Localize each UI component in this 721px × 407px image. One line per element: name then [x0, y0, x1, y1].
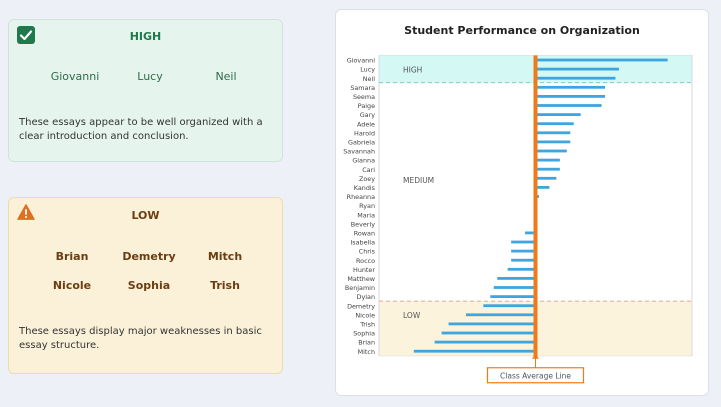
- bar: [483, 304, 536, 308]
- category-label: Adele: [357, 120, 375, 128]
- category-label: Chris: [359, 248, 376, 256]
- bar: [535, 67, 619, 71]
- check-icon: [17, 26, 35, 44]
- student-name: Trish: [210, 279, 240, 292]
- student-name: Mitch: [207, 250, 243, 263]
- student-name: Lucy: [137, 70, 163, 83]
- low-card-description: These essays display major weaknesses in…: [19, 326, 262, 351]
- category-label: Beverly: [351, 220, 375, 228]
- category-label: Ryan: [359, 202, 375, 210]
- category-label: Gabriela: [348, 139, 375, 147]
- category-label: Zoey: [359, 175, 375, 183]
- bar: [535, 85, 606, 89]
- student-name: Neil: [215, 70, 237, 83]
- average-callout-arrow: [532, 353, 539, 359]
- category-label: Samara: [350, 84, 375, 92]
- bar: [511, 249, 536, 253]
- warning-icon: [17, 204, 35, 220]
- student-name: Sophia: [127, 279, 171, 292]
- category-label: Trish: [359, 321, 375, 329]
- student-name: Nicole: [52, 279, 92, 292]
- low-group-card: LOW Brian Demetry Mitch Nicole Sophia Tr…: [8, 197, 283, 374]
- bar: [535, 176, 557, 180]
- low-card-title: LOW: [131, 209, 160, 222]
- student-name: Brian: [55, 250, 89, 263]
- category-label: Rocco: [356, 257, 375, 265]
- student-name: Demetry: [122, 250, 176, 263]
- bar: [465, 313, 536, 317]
- category-label: Harold: [354, 129, 375, 137]
- category-label: Rheanna: [347, 193, 375, 201]
- bar: [535, 167, 560, 171]
- bar: [497, 277, 536, 280]
- category-label: Savannah: [343, 148, 375, 156]
- high-group-card: HIGH Giovanni Lucy Neil These essays app…: [8, 19, 283, 162]
- bar: [511, 258, 536, 262]
- bar: [535, 104, 602, 107]
- chart-title: Student Performance on Organization: [404, 24, 640, 37]
- bar: [525, 231, 536, 235]
- average-callout-box: [486, 367, 585, 384]
- bar: [535, 158, 560, 162]
- region-label-low: LOW: [403, 311, 421, 320]
- category-label: Rowan: [354, 230, 375, 238]
- bar: [448, 322, 536, 326]
- category-label: Neil: [363, 75, 375, 83]
- region-label-high: HIGH: [403, 65, 422, 74]
- category-label: Lucy: [360, 66, 375, 74]
- bar: [434, 340, 536, 344]
- bar: [535, 76, 616, 80]
- category-label: Paige: [358, 102, 375, 110]
- bar: [535, 113, 581, 116]
- class-average-line: [533, 55, 538, 358]
- bar: [535, 186, 550, 189]
- bar: [507, 267, 536, 271]
- average-callout-label: Class Average Line: [500, 371, 571, 380]
- chart-panel: Student Performance on Organization HIGH…: [335, 9, 709, 396]
- category-label: Isabella: [350, 239, 375, 247]
- bar: [490, 295, 536, 298]
- high-card-description: These essays appear to be well organized…: [19, 117, 263, 142]
- bar: [535, 95, 606, 98]
- bar: [535, 140, 571, 144]
- bar: [413, 349, 536, 353]
- category-label: Nicole: [355, 311, 375, 319]
- bar: [493, 286, 536, 289]
- bar: [511, 240, 536, 244]
- category-label: Sophia: [353, 330, 375, 338]
- bar: [535, 122, 574, 126]
- category-label: Benjamin: [345, 284, 375, 292]
- category-label: Gianna: [352, 157, 375, 165]
- student-name: Giovanni: [50, 70, 100, 83]
- category-label: Seema: [353, 93, 375, 101]
- bar: [535, 58, 668, 62]
- category-label: Brian: [358, 339, 375, 347]
- bar: [535, 131, 571, 135]
- category-label: Mitch: [358, 348, 375, 356]
- category-label: Maria: [357, 211, 375, 219]
- bar: [535, 149, 567, 153]
- region-label-medium: MEDIUM: [403, 176, 434, 185]
- category-label: Matthew: [347, 275, 375, 283]
- category-label: Gary: [360, 111, 375, 119]
- category-label: Demetry: [347, 302, 375, 310]
- performance-chart: HIGH MEDIUM LOW GiovanniLucyNeilSamaraSeema…: [343, 54, 693, 384]
- category-label: Cari: [362, 166, 375, 174]
- category-label: Dylan: [357, 293, 375, 301]
- category-label: Giovanni: [347, 57, 375, 65]
- category-label: Kandis: [354, 184, 376, 192]
- category-label: Hunter: [353, 266, 375, 274]
- bar: [441, 331, 536, 335]
- high-card-title: HIGH: [129, 30, 162, 43]
